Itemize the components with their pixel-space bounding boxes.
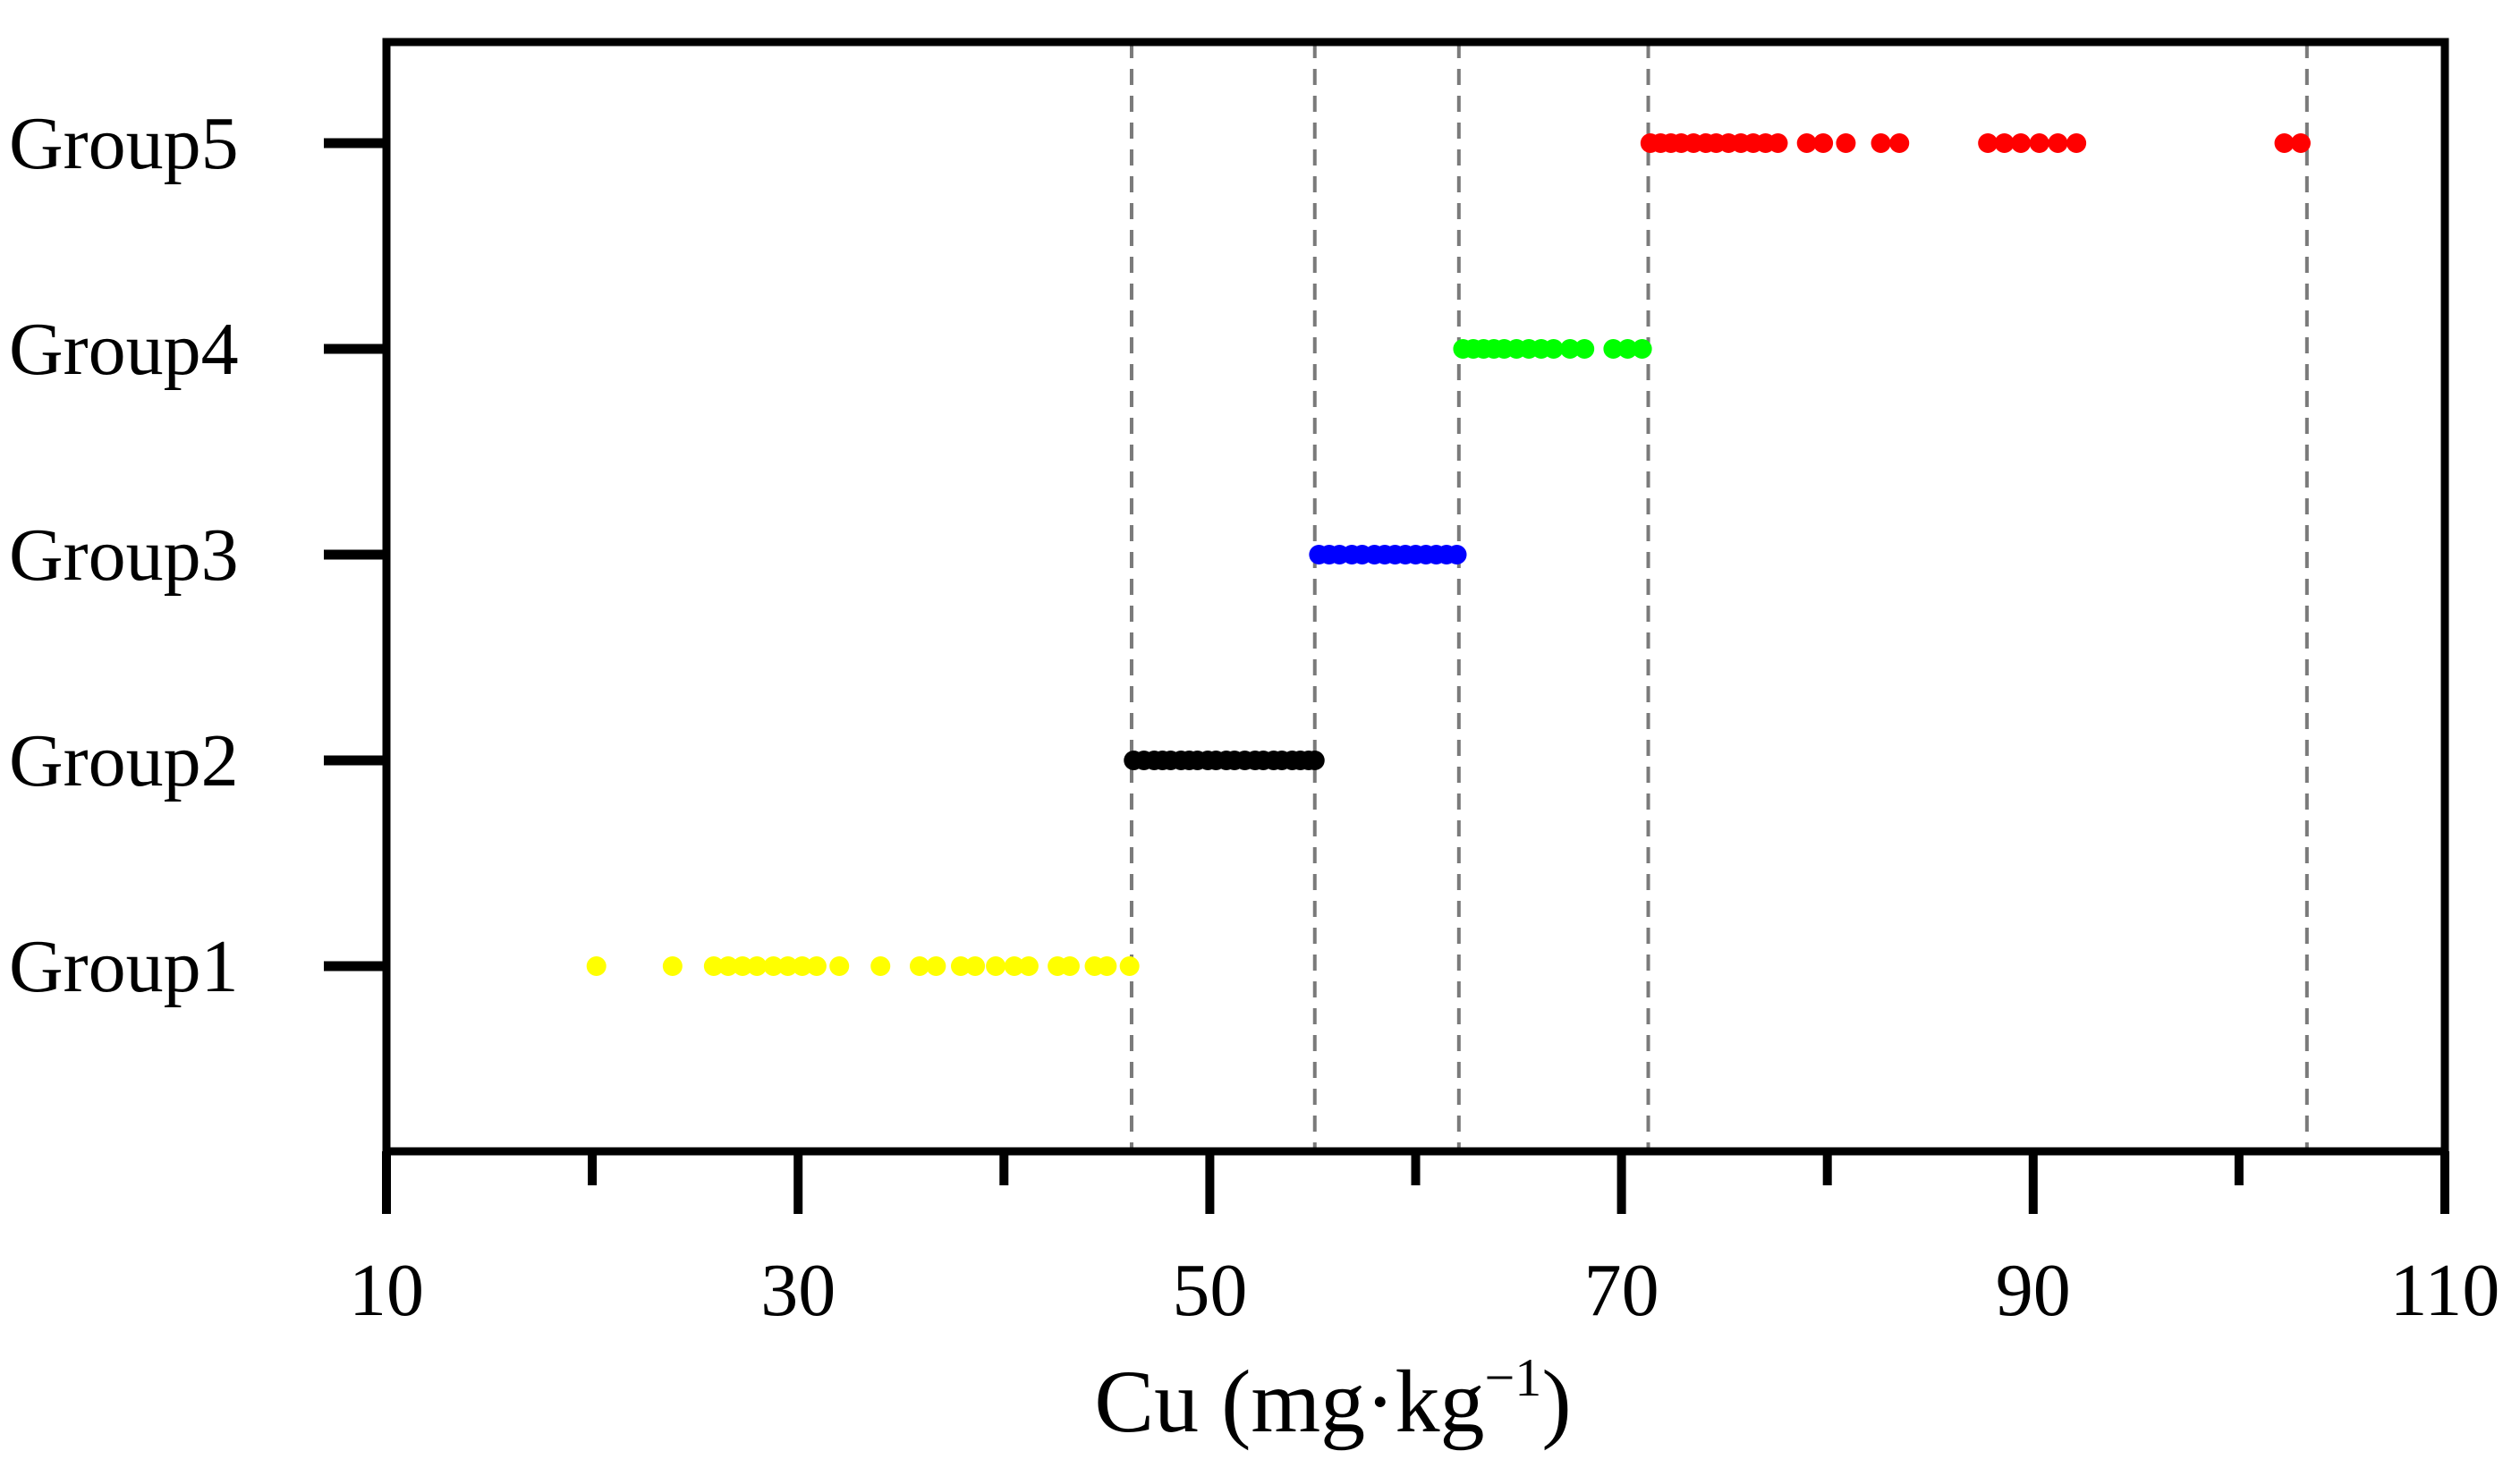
- plot-frame: [382, 38, 2449, 1156]
- point-group1-7: [763, 956, 784, 976]
- x-tick-label-10: 10: [349, 1249, 424, 1332]
- point-group1-2: [662, 956, 683, 976]
- point-group1-14: [926, 956, 946, 976]
- y-tick-label-group5: Group5: [9, 102, 239, 185]
- point-group1-8: [777, 956, 798, 976]
- x-tick-label-30: 30: [760, 1249, 836, 1332]
- x-axis-title-main: Cu (mg·kg: [1094, 1352, 1484, 1451]
- point-group5-16: [1871, 133, 1891, 153]
- y-tick-label-group4: Group4: [9, 308, 239, 391]
- point-group1-15: [950, 956, 971, 976]
- point-group1-13: [909, 956, 929, 976]
- point-group1-9: [792, 956, 812, 976]
- point-group5-18: [1978, 133, 1998, 153]
- point-group1-19: [1018, 956, 1039, 976]
- point-group5-22: [2048, 133, 2068, 153]
- point-group4-9: [1543, 339, 1564, 359]
- point-group5-14: [1813, 133, 1834, 153]
- x-tick-label-70: 70: [1584, 1249, 1659, 1332]
- y-axis: Group1 Group2 Group3 Group4 Group5: [9, 102, 386, 1008]
- point-group5-20: [2010, 133, 2031, 153]
- point-group1-4: [717, 956, 738, 976]
- threshold-lines: [1129, 42, 2309, 1151]
- x-axis: 10 30 50 70 90 110: [349, 1151, 2499, 1332]
- point-group1-21: [1059, 956, 1080, 976]
- point-group5-19: [1994, 133, 2015, 153]
- data-points: [586, 133, 2311, 976]
- point-group1-18: [1004, 956, 1024, 976]
- point-group4-14: [1632, 339, 1652, 359]
- point-group1-23: [1097, 956, 1117, 976]
- point-group5-21: [2029, 133, 2049, 153]
- point-group4-12: [1603, 339, 1624, 359]
- x-axis-title-close: ): [1541, 1352, 1571, 1451]
- point-group4-10: [1560, 339, 1581, 359]
- point-group5-24: [2274, 133, 2295, 153]
- point-group5-23: [2066, 133, 2087, 153]
- point-group1-3: [703, 956, 724, 976]
- point-group1-12: [870, 956, 891, 976]
- y-tick-label-group1: Group1: [9, 925, 239, 1008]
- point-group1-5: [733, 956, 753, 976]
- x-tick-label-50: 50: [1172, 1249, 1247, 1332]
- x-axis-title-superscript: −1: [1484, 1348, 1541, 1407]
- x-tick-label-90: 90: [1996, 1249, 2071, 1332]
- point-group5-13: [1796, 133, 1817, 153]
- point-group1-24: [1119, 956, 1140, 976]
- point-group1-16: [965, 956, 986, 976]
- point-group5-17: [1889, 133, 1910, 153]
- point-group3-14: [1447, 545, 1467, 564]
- point-group5-25: [2290, 133, 2311, 153]
- point-group4-13: [1617, 339, 1638, 359]
- point-group1-1: [586, 956, 607, 976]
- point-group5-12: [1768, 133, 1788, 153]
- y-tick-label-group3: Group3: [9, 513, 239, 597]
- point-group2-21: [1304, 751, 1325, 770]
- point-group1-17: [986, 956, 1006, 976]
- point-group1-11: [829, 956, 850, 976]
- point-group1-10: [806, 956, 827, 976]
- point-group5-15: [1836, 133, 1856, 153]
- x-tick-label-110: 110: [2390, 1249, 2500, 1332]
- point-group4-11: [1574, 339, 1595, 359]
- point-group1-6: [747, 956, 768, 976]
- y-tick-label-group2: Group2: [9, 719, 239, 802]
- x-axis-title: Cu (mg·kg−1): [1094, 1348, 1571, 1451]
